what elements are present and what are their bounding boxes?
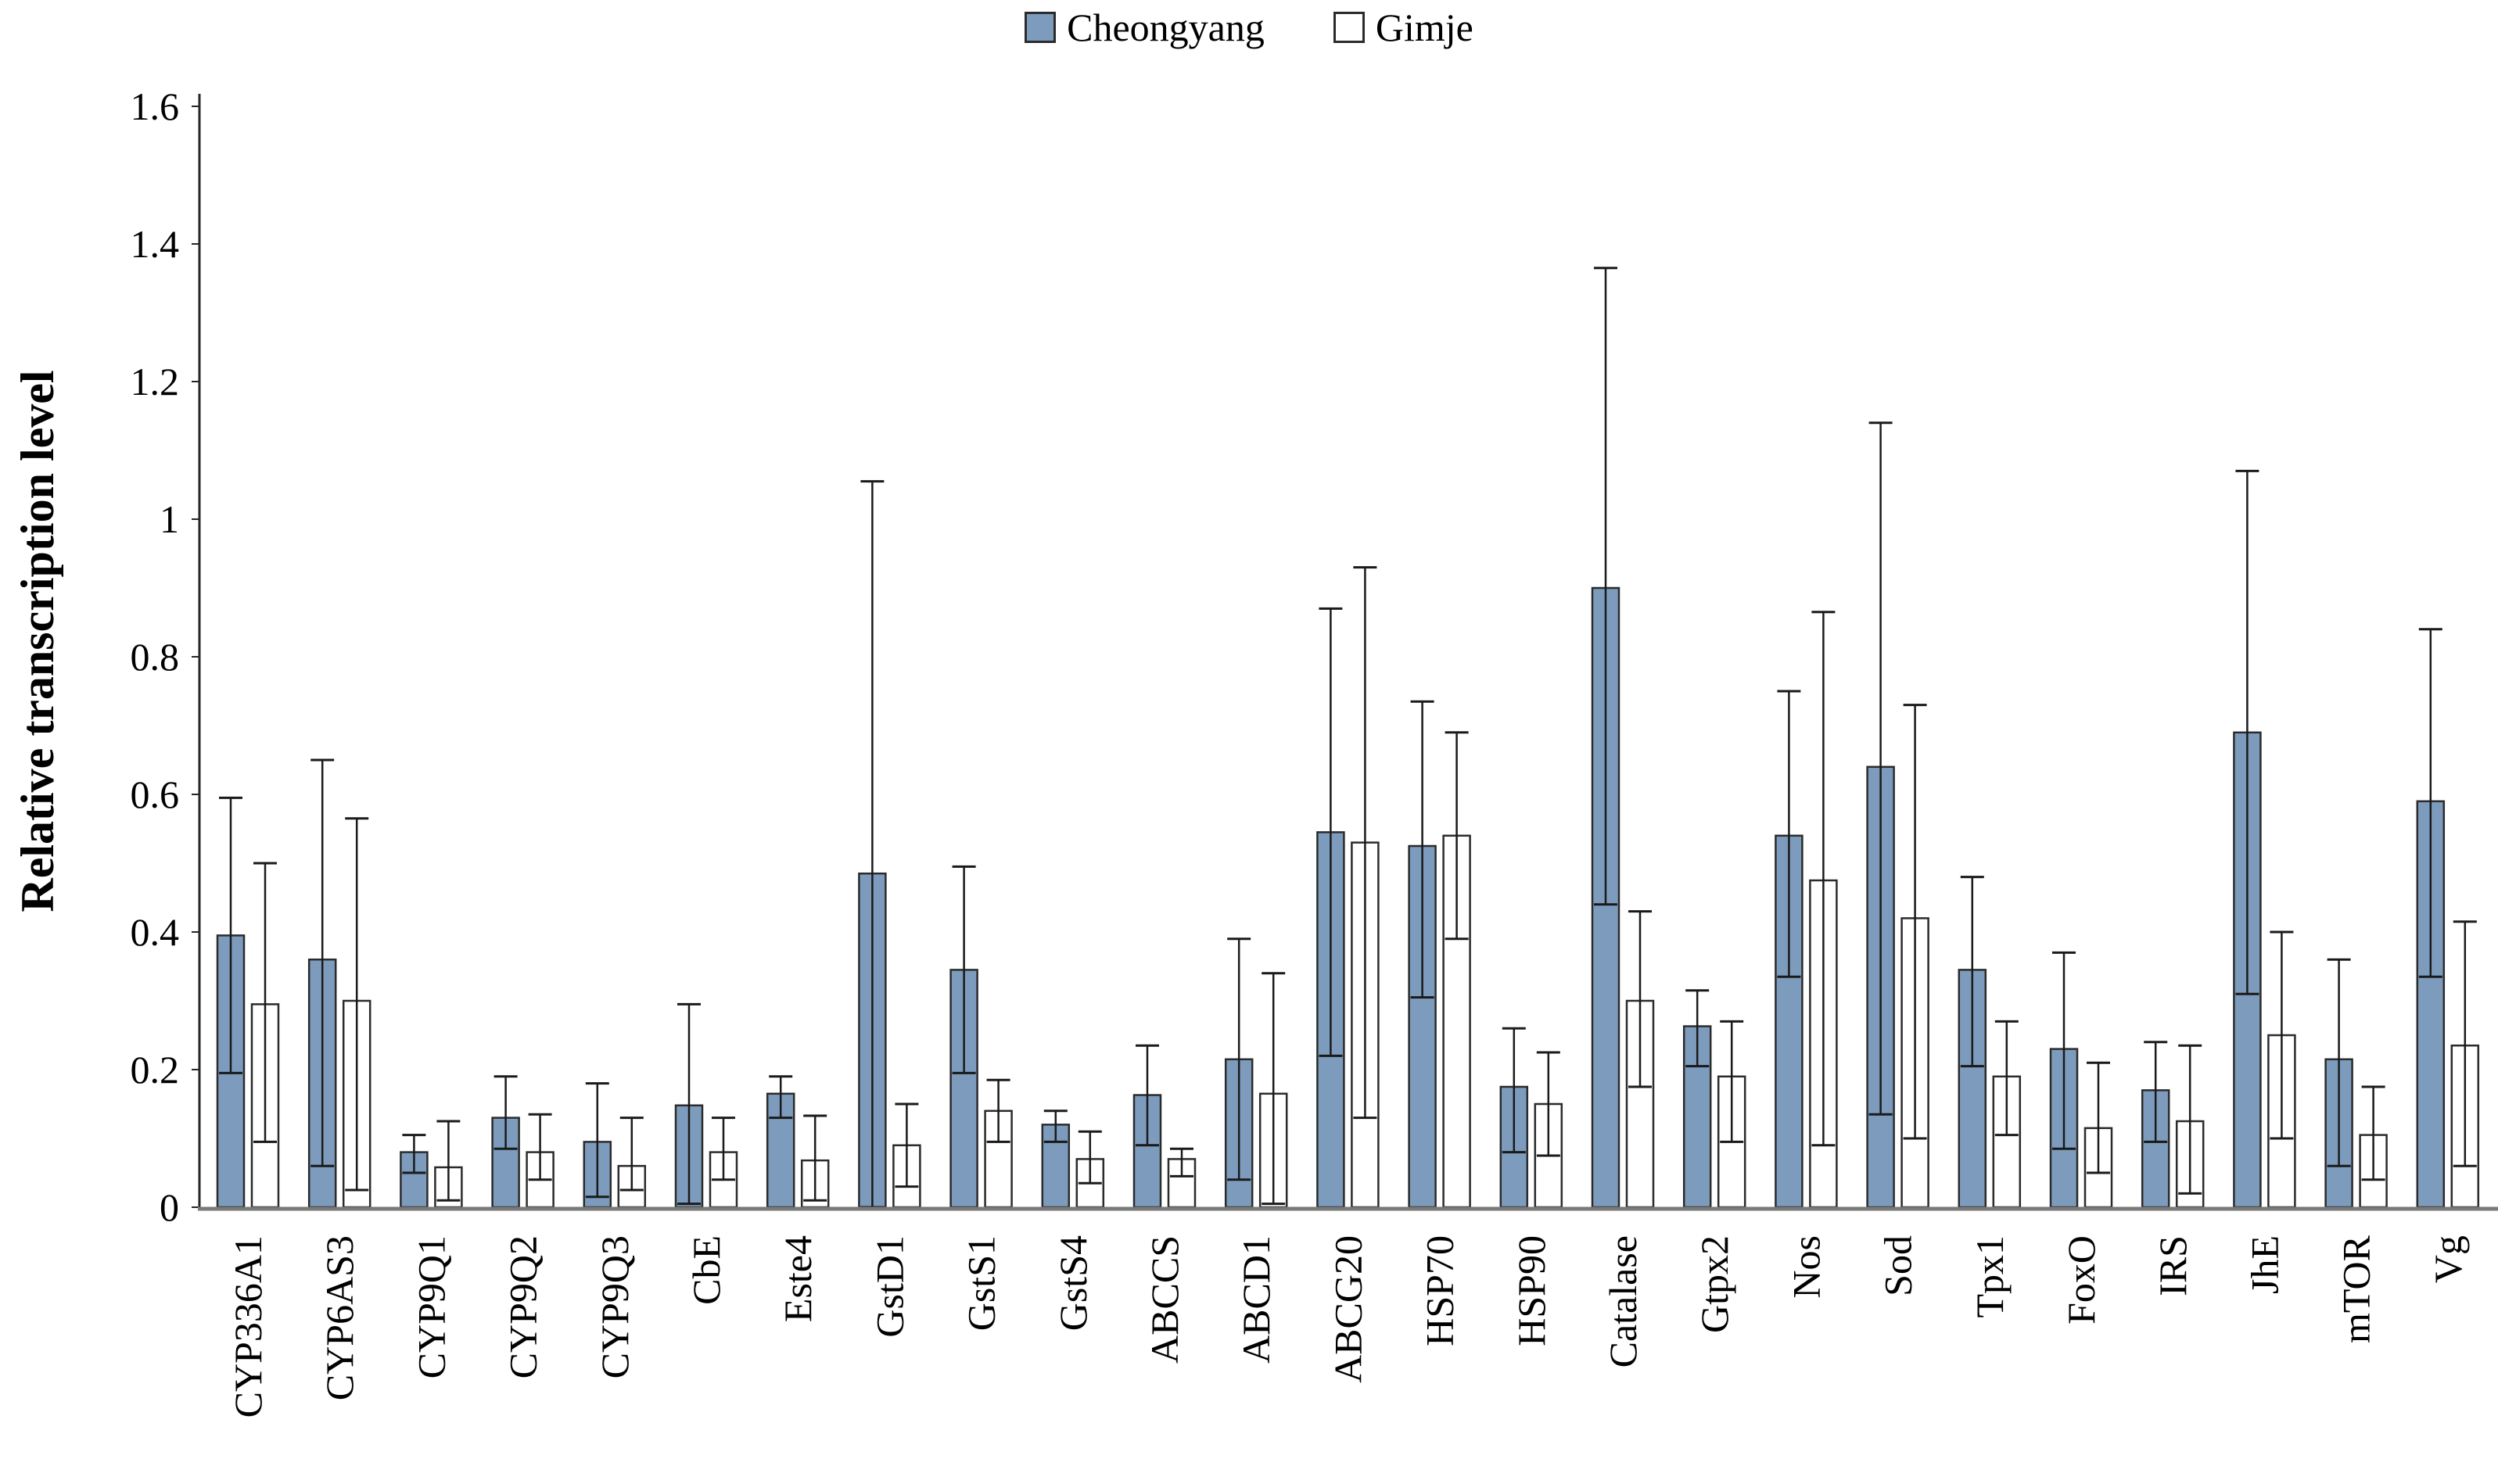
x-category-label: HSP70 — [1418, 1235, 1462, 1346]
x-category-label: Gtpx2 — [1692, 1235, 1736, 1333]
x-category-label: IRS — [2151, 1235, 2195, 1296]
x-category-label: ABCD1 — [1234, 1235, 1278, 1364]
x-category-label: CYP336A1 — [226, 1235, 270, 1418]
x-category-label: JhE — [2242, 1235, 2286, 1294]
x-category-label: GstS4 — [1051, 1235, 1095, 1331]
legend-item-gimje: Gimje — [1333, 5, 1473, 50]
y-tick-label: 1 — [160, 497, 179, 541]
y-tick-label: 0.2 — [131, 1048, 180, 1091]
x-category-label: HSP90 — [1509, 1235, 1553, 1346]
y-tick-label: 0.8 — [131, 635, 180, 679]
x-category-label: FoxO — [2059, 1235, 2103, 1324]
x-category-label: GstS1 — [960, 1235, 1003, 1331]
y-tick-label: 0 — [160, 1185, 179, 1229]
x-category-label: ABCG20 — [1326, 1235, 1369, 1383]
y-tick-label: 0.4 — [131, 910, 180, 954]
legend-label-gimje: Gimje — [1375, 5, 1473, 49]
x-category-label: CYP6AS3 — [318, 1235, 361, 1400]
y-tick-label: 1.2 — [131, 360, 180, 403]
y-axis-title: Relative transcription level — [12, 370, 63, 912]
x-category-label: GstD1 — [867, 1235, 911, 1338]
x-category-label: CYP9Q3 — [593, 1235, 637, 1378]
x-category-label: mTOR — [2335, 1235, 2378, 1343]
x-category-label: Sod — [1876, 1235, 1920, 1296]
x-category-label: Tpx1 — [1968, 1235, 2012, 1318]
y-tick-label: 0.6 — [131, 772, 180, 816]
x-category-label: Este4 — [776, 1235, 820, 1322]
y-tick-label: 1.4 — [131, 222, 180, 266]
x-category-label: Catalase — [1601, 1235, 1645, 1368]
x-category-label: Vg — [2426, 1235, 2470, 1283]
x-category-label: ABCCS — [1143, 1235, 1186, 1364]
legend: Cheongyang Gimje — [0, 5, 2498, 50]
y-tick-label: 1.6 — [131, 84, 180, 128]
legend-label-cheongyang: Cheongyang — [1067, 5, 1265, 49]
x-category-label: CYP9Q1 — [409, 1235, 453, 1378]
x-category-label: CbE — [684, 1235, 728, 1305]
cheongyang-swatch-icon — [1025, 12, 1057, 43]
legend-item-cheongyang: Cheongyang — [1025, 5, 1265, 50]
gimje-swatch-icon — [1333, 12, 1365, 43]
x-category-label: CYP9Q2 — [501, 1235, 545, 1378]
x-category-label: Nos — [1784, 1235, 1828, 1299]
